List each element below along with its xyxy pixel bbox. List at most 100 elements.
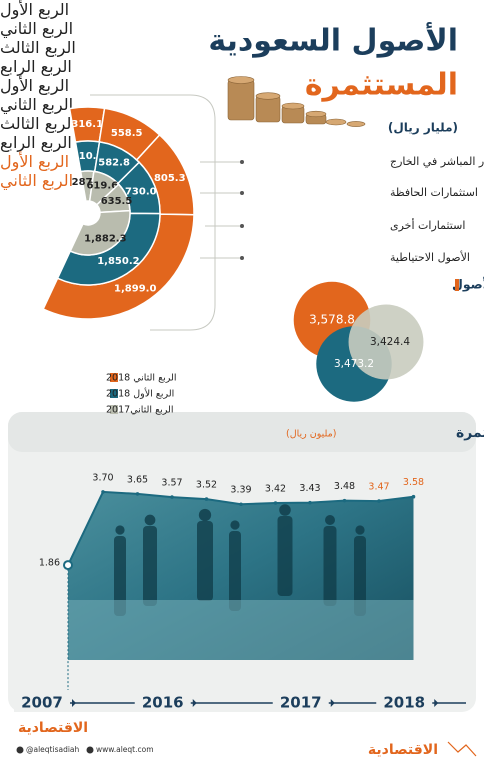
label-dots bbox=[240, 160, 244, 260]
line-point bbox=[204, 497, 209, 501]
bubble-title: إجمالي الأصول bbox=[452, 277, 484, 292]
point-label: 3.39 bbox=[230, 485, 251, 496]
photo-figure bbox=[143, 526, 157, 606]
segment-label: 1,899.0 bbox=[114, 283, 156, 294]
coins bbox=[227, 76, 366, 127]
bubble-title-bar bbox=[455, 279, 459, 291]
logo-mark bbox=[447, 741, 477, 757]
footer-website: www.aleqt.com bbox=[96, 745, 154, 754]
photo-figure-head bbox=[198, 508, 212, 522]
bubble-label: 3,578.8 bbox=[309, 313, 355, 327]
bubble-label: 3,424.4 bbox=[370, 336, 410, 348]
year-arrow bbox=[434, 699, 439, 707]
bubble bbox=[348, 304, 424, 380]
x-tick-label: الربع الثالث bbox=[0, 38, 76, 57]
photo-figure-head bbox=[279, 504, 291, 516]
line-point bbox=[411, 494, 416, 499]
twitter-icon bbox=[16, 746, 24, 754]
point-label: 3.57 bbox=[161, 478, 182, 489]
segment-label: 1,882.3 bbox=[84, 234, 126, 245]
segment-label: 730.0 bbox=[125, 187, 157, 198]
category-label: الاستثمار المباشر في الخارج bbox=[390, 155, 484, 168]
point-label: 3.65 bbox=[127, 474, 148, 485]
category-label: استثمارات أخرى bbox=[390, 218, 465, 232]
legend-label: الربع الثاني2017 bbox=[106, 405, 174, 416]
category-label: استثمارات الحافظة bbox=[390, 186, 478, 199]
photo-figure bbox=[277, 516, 293, 596]
year-label: 2018 bbox=[383, 694, 425, 712]
segment-label: 316.1 bbox=[71, 119, 103, 130]
x-tick-label: الربع الأول bbox=[0, 76, 70, 95]
line-panel-head bbox=[8, 412, 476, 452]
footer-logo: الاقتصادية bbox=[18, 720, 88, 736]
footer-twitter: @aleqtisadiah bbox=[26, 745, 80, 754]
bubble-label: 3,473.2 bbox=[334, 358, 374, 370]
line-point bbox=[342, 498, 347, 503]
photo-figure-head bbox=[355, 525, 365, 535]
category-label: الأصول الاحتياطية bbox=[390, 250, 470, 264]
line-point bbox=[170, 495, 174, 499]
year-arrow bbox=[330, 699, 335, 707]
legend-swatch bbox=[110, 405, 118, 414]
point-label: 1.86 bbox=[39, 558, 60, 569]
radial-center bbox=[81, 206, 95, 220]
segment-label: 805.3 bbox=[154, 173, 186, 184]
point-label: 3.43 bbox=[299, 483, 320, 494]
radial-segment bbox=[69, 209, 131, 256]
point-label: 3.58 bbox=[403, 477, 424, 488]
photo-figure-head bbox=[115, 525, 125, 535]
line-point bbox=[63, 560, 73, 571]
title-line2: المستثمرة bbox=[305, 68, 458, 103]
line-point bbox=[135, 492, 140, 496]
segment-label: 619.6 bbox=[86, 180, 118, 191]
line-point bbox=[308, 500, 312, 505]
radial-frame bbox=[90, 94, 240, 331]
line-point bbox=[273, 501, 278, 505]
photo-figure bbox=[197, 521, 213, 601]
legend-label: الربع الثاني 2018 bbox=[106, 373, 177, 384]
year-label: 2016 bbox=[142, 694, 184, 712]
point-label: 3.47 bbox=[368, 482, 389, 493]
year-arrow bbox=[72, 699, 76, 707]
x-tick-label: الربع الرابع bbox=[0, 133, 72, 152]
year-bg bbox=[14, 694, 70, 712]
photo-figure-head bbox=[325, 515, 335, 525]
photo-table bbox=[68, 600, 414, 660]
x-tick-label: الربع الثاني bbox=[0, 19, 74, 38]
title-line1: الأصول السعودية bbox=[208, 22, 458, 59]
year-bg bbox=[376, 694, 433, 712]
x-tick-label: الربع الثاني bbox=[0, 171, 74, 190]
x-tick-label: الربع الأول bbox=[0, 0, 70, 19]
segment-label: 558.5 bbox=[111, 128, 143, 139]
photo-figure bbox=[354, 536, 366, 616]
line-subtitle: (مليون ريال) bbox=[286, 429, 336, 440]
photo bbox=[68, 491, 414, 660]
line-point bbox=[377, 499, 381, 503]
segment-label: 582.8 bbox=[98, 157, 130, 168]
point-label: 3.48 bbox=[334, 481, 355, 492]
point-label: 3.70 bbox=[92, 472, 113, 483]
x-tick-label: الربع الثالث bbox=[0, 114, 76, 133]
point-label: 3.52 bbox=[196, 480, 217, 491]
photo-figure bbox=[323, 526, 337, 606]
point-label: 3.42 bbox=[265, 484, 286, 495]
year-bg bbox=[134, 694, 191, 712]
year-label: 2007 bbox=[21, 694, 63, 712]
legend-swatch bbox=[110, 373, 118, 382]
photo-figure bbox=[114, 536, 126, 616]
web-icon bbox=[86, 746, 94, 754]
year-label: 2017 bbox=[280, 694, 322, 712]
x-tick-label: الربع الرابع bbox=[0, 57, 72, 76]
legend-swatch bbox=[110, 389, 118, 398]
line-point bbox=[101, 490, 105, 494]
year-bg bbox=[272, 694, 329, 712]
footer-logo-right: الاقتصادية bbox=[368, 742, 438, 758]
photo-figure bbox=[229, 531, 241, 611]
x-tick-label: الربع الأول bbox=[0, 152, 70, 171]
year-arrow bbox=[192, 699, 197, 707]
segment-label: 635.5 bbox=[101, 196, 133, 207]
segment-label: 1,850.2 bbox=[97, 256, 139, 267]
line-title: تطور الأصول المستثمرة bbox=[456, 424, 484, 441]
